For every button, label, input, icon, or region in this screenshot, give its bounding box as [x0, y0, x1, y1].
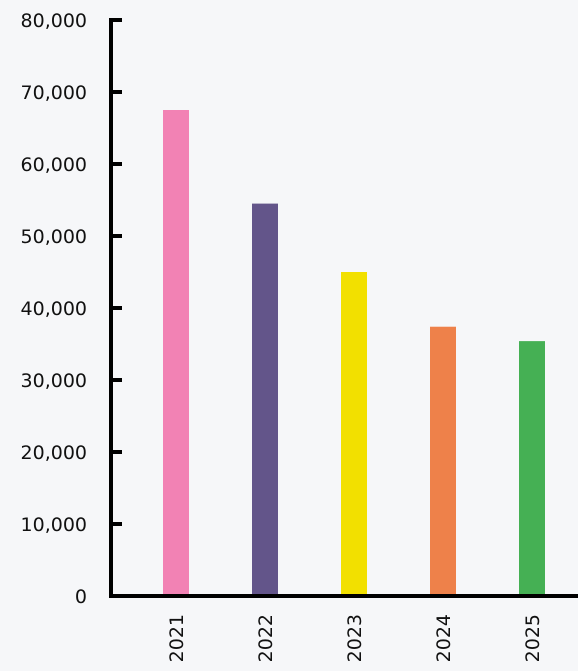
bars-group — [163, 110, 545, 596]
y-tick-label: 0 — [75, 586, 87, 608]
y-tick-label: 10,000 — [21, 514, 87, 536]
bar-2024 — [430, 326, 456, 596]
bar-2025 — [519, 341, 545, 596]
x-axis: 2021 2022 2023 2024 2025 — [166, 614, 544, 662]
x-tick-label: 2021 — [166, 614, 188, 662]
x-tick-label: 2025 — [522, 614, 544, 662]
y-tick-label: 20,000 — [21, 442, 87, 464]
y-tick-label: 80,000 — [21, 10, 87, 32]
y-tick-label: 60,000 — [21, 154, 87, 176]
y-tick-label: 30,000 — [21, 370, 87, 392]
y-tick-label: 40,000 — [21, 298, 87, 320]
bar-2021 — [163, 110, 189, 596]
y-tick-label: 70,000 — [21, 82, 87, 104]
x-tick-label: 2024 — [433, 614, 455, 662]
x-tick-label: 2023 — [344, 614, 366, 662]
y-tick-label: 50,000 — [21, 226, 87, 248]
x-tick-label: 2022 — [255, 614, 277, 662]
bar-2022 — [252, 203, 278, 596]
y-axis: 0 10,000 20,000 30,000 40,000 50,000 60,000 70,… — [21, 10, 122, 608]
bar-2023 — [341, 272, 367, 596]
